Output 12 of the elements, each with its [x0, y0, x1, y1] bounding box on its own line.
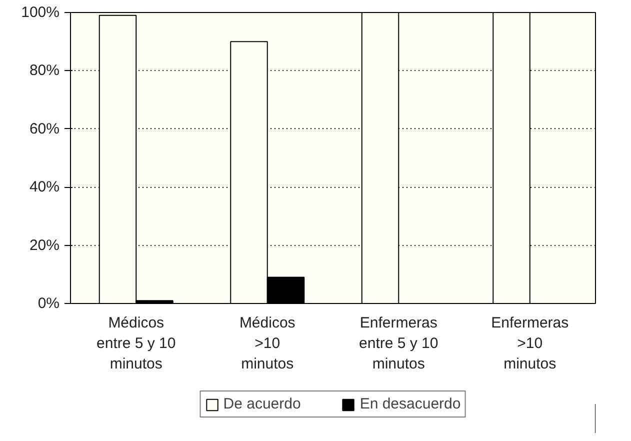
x-tick-label: Médicos entre 5 y 10 minutos — [96, 314, 176, 372]
y-tick-label: 80% — [29, 62, 60, 80]
x-tick-label: Enfermeras >10 minutos — [491, 314, 569, 372]
y-tick-label: 0% — [38, 295, 60, 312]
x-tick-label: Enfermeras entre 5 y 10 minutos — [359, 314, 438, 372]
legend-label: De acuerdo — [223, 396, 301, 412]
y-tick-label: 40% — [29, 178, 60, 196]
y-tick-label: 60% — [29, 120, 60, 138]
y-tick-label: 20% — [29, 236, 60, 254]
legend-label: En desacuerdo — [360, 396, 461, 412]
y-tick-label: 100% — [21, 4, 60, 21]
x-tick-label: Médicos >10 minutos — [239, 314, 296, 372]
